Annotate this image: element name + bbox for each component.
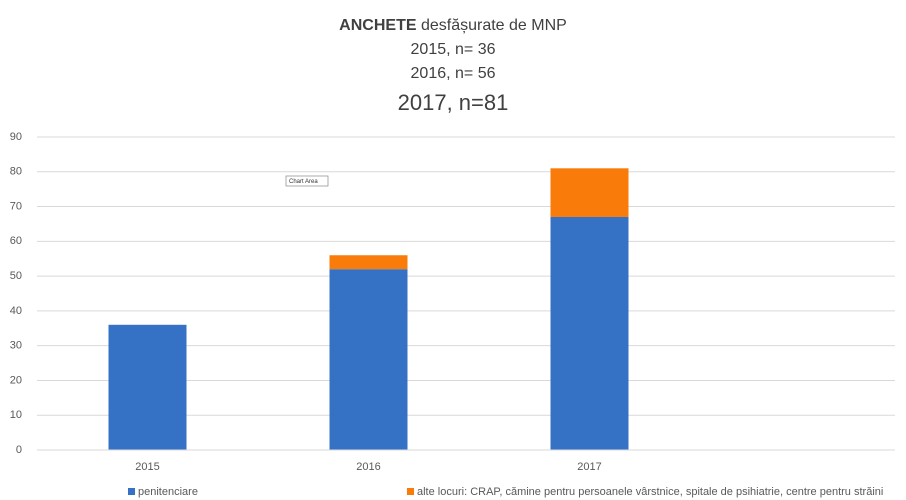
bar-segment	[329, 269, 408, 450]
subtitle: 2015, n= 36	[411, 41, 496, 58]
y-tick-label: 80	[10, 166, 22, 178]
subtitle: 2016, n= 56	[411, 65, 496, 82]
y-tick-label: 50	[10, 270, 22, 282]
legend-swatch	[128, 488, 135, 495]
y-tick-label: 30	[10, 340, 22, 352]
legend-label: penitenciare	[138, 486, 198, 498]
bar-segment	[108, 324, 187, 450]
y-tick-label: 70	[10, 200, 22, 212]
y-tick-label: 40	[10, 305, 22, 317]
subtitle: 2017, n=81	[398, 90, 509, 115]
legend-label: alte locuri: CRAP, cămine pentru persoan…	[417, 486, 883, 498]
x-tick-label: 2017	[577, 461, 601, 473]
bar-segment	[329, 255, 408, 270]
bar-segment	[550, 168, 629, 217]
chart-title: ANCHETE desfășurate de MNP	[339, 17, 567, 34]
x-tick-label: 2015	[135, 461, 159, 473]
y-tick-label: 60	[10, 235, 22, 247]
tooltip-box	[285, 175, 329, 187]
bar-segment	[550, 216, 629, 450]
y-tick-label: 10	[10, 409, 22, 421]
title-rest: desfășurate de MNP	[421, 17, 567, 34]
legend-swatch	[407, 488, 414, 495]
y-tick-label: 0	[16, 444, 22, 456]
tooltip: Chart Area	[289, 179, 318, 185]
y-tick-label: 90	[10, 131, 22, 143]
x-tick-label: 2016	[356, 461, 380, 473]
y-tick-label: 20	[10, 374, 22, 386]
title-bold: ANCHETE	[339, 17, 417, 34]
